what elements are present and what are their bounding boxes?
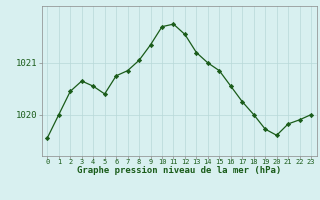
X-axis label: Graphe pression niveau de la mer (hPa): Graphe pression niveau de la mer (hPa) — [77, 166, 281, 175]
